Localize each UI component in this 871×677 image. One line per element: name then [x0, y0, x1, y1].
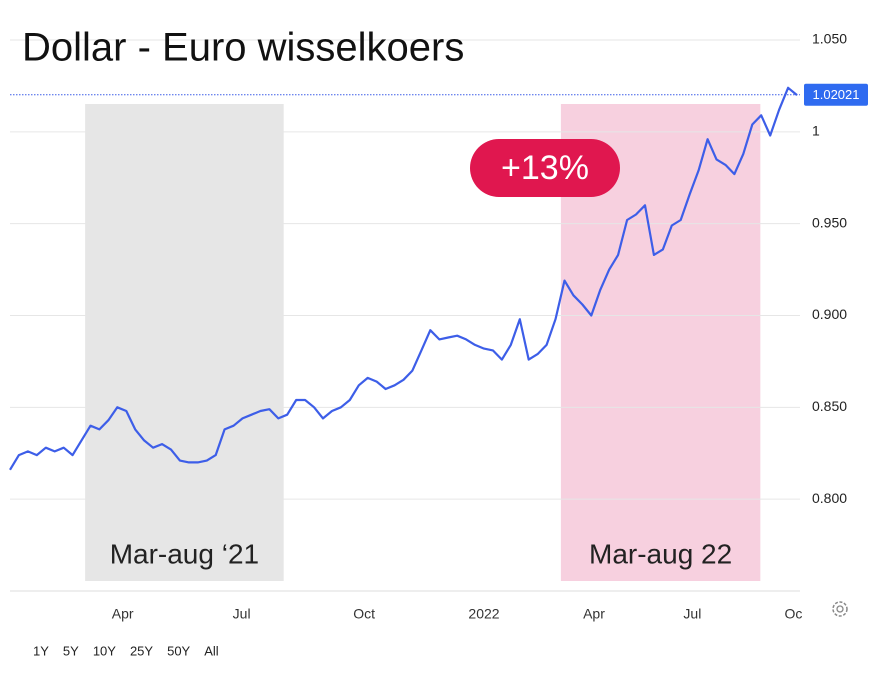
x-tick-label: Apr	[112, 606, 134, 622]
last-value-label: 1.02021	[813, 87, 860, 102]
plot-background	[10, 39, 800, 581]
y-tick-label: 1	[812, 123, 820, 139]
x-tick-label: 2022	[468, 606, 499, 622]
annotation-text: +13%	[501, 149, 589, 187]
gear-outer	[832, 601, 848, 617]
highlight-band	[85, 104, 284, 581]
y-tick-label: 1.050	[812, 31, 847, 47]
range-button[interactable]: 5Y	[63, 643, 79, 658]
range-button[interactable]: 25Y	[130, 643, 153, 658]
highlight-label: Mar-aug ‘21	[110, 538, 259, 569]
chart-title: Dollar - Euro wisselkoers	[22, 26, 464, 70]
last-value-box	[804, 83, 868, 106]
y-tick-label: 0.850	[812, 398, 847, 414]
highlight-label: Mar-aug 22	[589, 538, 732, 569]
x-tick-label: Jul	[233, 606, 251, 622]
range-button[interactable]: 50Y	[167, 643, 190, 658]
settings-icon[interactable]	[832, 601, 848, 617]
x-tick-label: Jul	[683, 606, 701, 622]
y-tick-label: 0.800	[812, 490, 847, 506]
range-button[interactable]: All	[204, 643, 219, 658]
range-button[interactable]: 10Y	[93, 643, 116, 658]
y-tick-label: 0.950	[812, 214, 847, 230]
x-tick-label: Apr	[583, 606, 605, 622]
gear-inner	[836, 605, 844, 613]
price-line	[9, 86, 798, 471]
y-tick-label: 0.900	[812, 306, 847, 322]
x-tick-label: Oct	[353, 606, 375, 622]
annotation-badge	[470, 139, 620, 197]
range-button[interactable]: 1Y	[33, 643, 49, 658]
x-tick-label: Oc	[784, 606, 802, 622]
